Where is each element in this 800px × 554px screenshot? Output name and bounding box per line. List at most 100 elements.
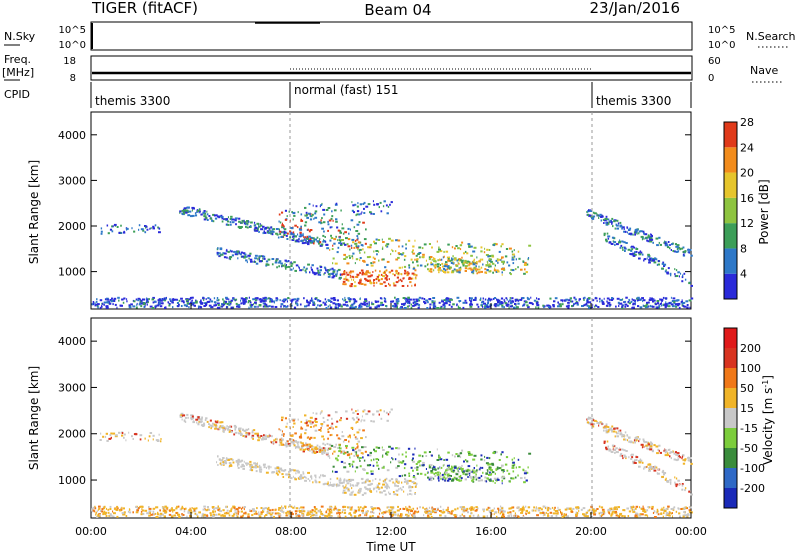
data-cell (243, 256, 246, 259)
data-cell (253, 512, 256, 515)
data-cell (314, 210, 318, 213)
data-cell (243, 222, 246, 225)
data-cell (311, 451, 314, 454)
data-cell (396, 276, 399, 279)
data-cell (91, 510, 93, 513)
data-cell (225, 427, 227, 430)
data-cell (358, 507, 360, 510)
data-cell (417, 303, 421, 306)
data-cell (357, 506, 360, 509)
data-cell (377, 515, 380, 518)
data-cell (284, 259, 287, 262)
data-cell (442, 476, 446, 479)
data-cell (476, 476, 480, 479)
data-cell (262, 225, 265, 228)
data-cell (285, 512, 288, 514)
data-cell (285, 305, 288, 308)
power-data (91, 200, 694, 309)
data-cell (119, 304, 122, 307)
data-cell (384, 266, 387, 269)
data-cell (303, 297, 305, 300)
data-cell (643, 258, 647, 261)
data-cell (607, 508, 611, 511)
data-cell (442, 508, 445, 511)
data-cell (503, 510, 506, 513)
data-cell (384, 300, 387, 303)
data-cell (524, 268, 526, 271)
data-cell (290, 441, 294, 444)
data-cell (472, 514, 475, 517)
data-cell (350, 244, 353, 247)
data-cell (468, 264, 471, 267)
data-cell (296, 514, 299, 517)
data-cell (276, 466, 279, 469)
data-cell (361, 510, 364, 513)
data-cell (264, 434, 267, 437)
data-cell (598, 297, 601, 300)
data-cell (375, 305, 378, 308)
data-cell (229, 249, 232, 252)
data-cell (690, 462, 693, 465)
data-cell (309, 426, 313, 428)
data-cell (640, 443, 644, 446)
data-cell (334, 303, 337, 306)
data-cell (341, 227, 345, 230)
data-cell (609, 427, 612, 430)
data-cell (283, 305, 286, 308)
data-cell (344, 271, 346, 274)
data-cell (461, 259, 464, 262)
data-cell (438, 456, 441, 459)
data-cell (277, 467, 280, 469)
data-cell (223, 256, 227, 259)
data-cell (466, 252, 469, 255)
data-cell (536, 304, 540, 307)
data-cell (511, 515, 513, 517)
data-cell (616, 219, 619, 222)
data-cell (171, 298, 174, 301)
data-cell (363, 207, 365, 210)
data-cell (327, 223, 330, 226)
data-cell (297, 233, 299, 236)
data-cell (260, 435, 263, 437)
data-cell (160, 299, 163, 302)
data-cell (196, 211, 198, 213)
data-cell (606, 429, 608, 432)
data-cell (636, 515, 639, 518)
data-cell (407, 508, 411, 511)
data-cell (260, 228, 263, 231)
data-cell (415, 254, 418, 257)
data-cell (346, 482, 350, 485)
data-cell (631, 248, 634, 251)
data-cell (493, 269, 497, 272)
data-cell (488, 297, 491, 300)
data-cell (650, 259, 652, 262)
data-cell (112, 303, 114, 306)
data-cell (338, 509, 341, 511)
data-cell (436, 265, 440, 268)
data-cell (354, 436, 357, 439)
data-cell (362, 259, 365, 262)
data-cell (386, 212, 389, 215)
data-cell (647, 234, 650, 237)
data-cell (632, 441, 634, 444)
data-cell (358, 282, 361, 285)
data-cell (520, 477, 523, 480)
data-cell (667, 508, 669, 510)
data-cell (100, 232, 103, 235)
data-cell (483, 251, 486, 254)
data-cell (312, 303, 314, 306)
data-cell (652, 300, 655, 303)
data-cell (158, 298, 162, 301)
data-cell (244, 435, 246, 438)
data-cell (322, 474, 324, 477)
data-cell (337, 304, 341, 307)
data-cell (450, 467, 453, 470)
data-cell (634, 299, 637, 302)
data-cell (624, 300, 627, 303)
data-cell (200, 418, 203, 421)
data-cell (689, 306, 691, 309)
data-cell (431, 467, 433, 470)
data-cell (345, 484, 347, 487)
data-cell (513, 249, 515, 252)
data-cell (617, 430, 620, 433)
